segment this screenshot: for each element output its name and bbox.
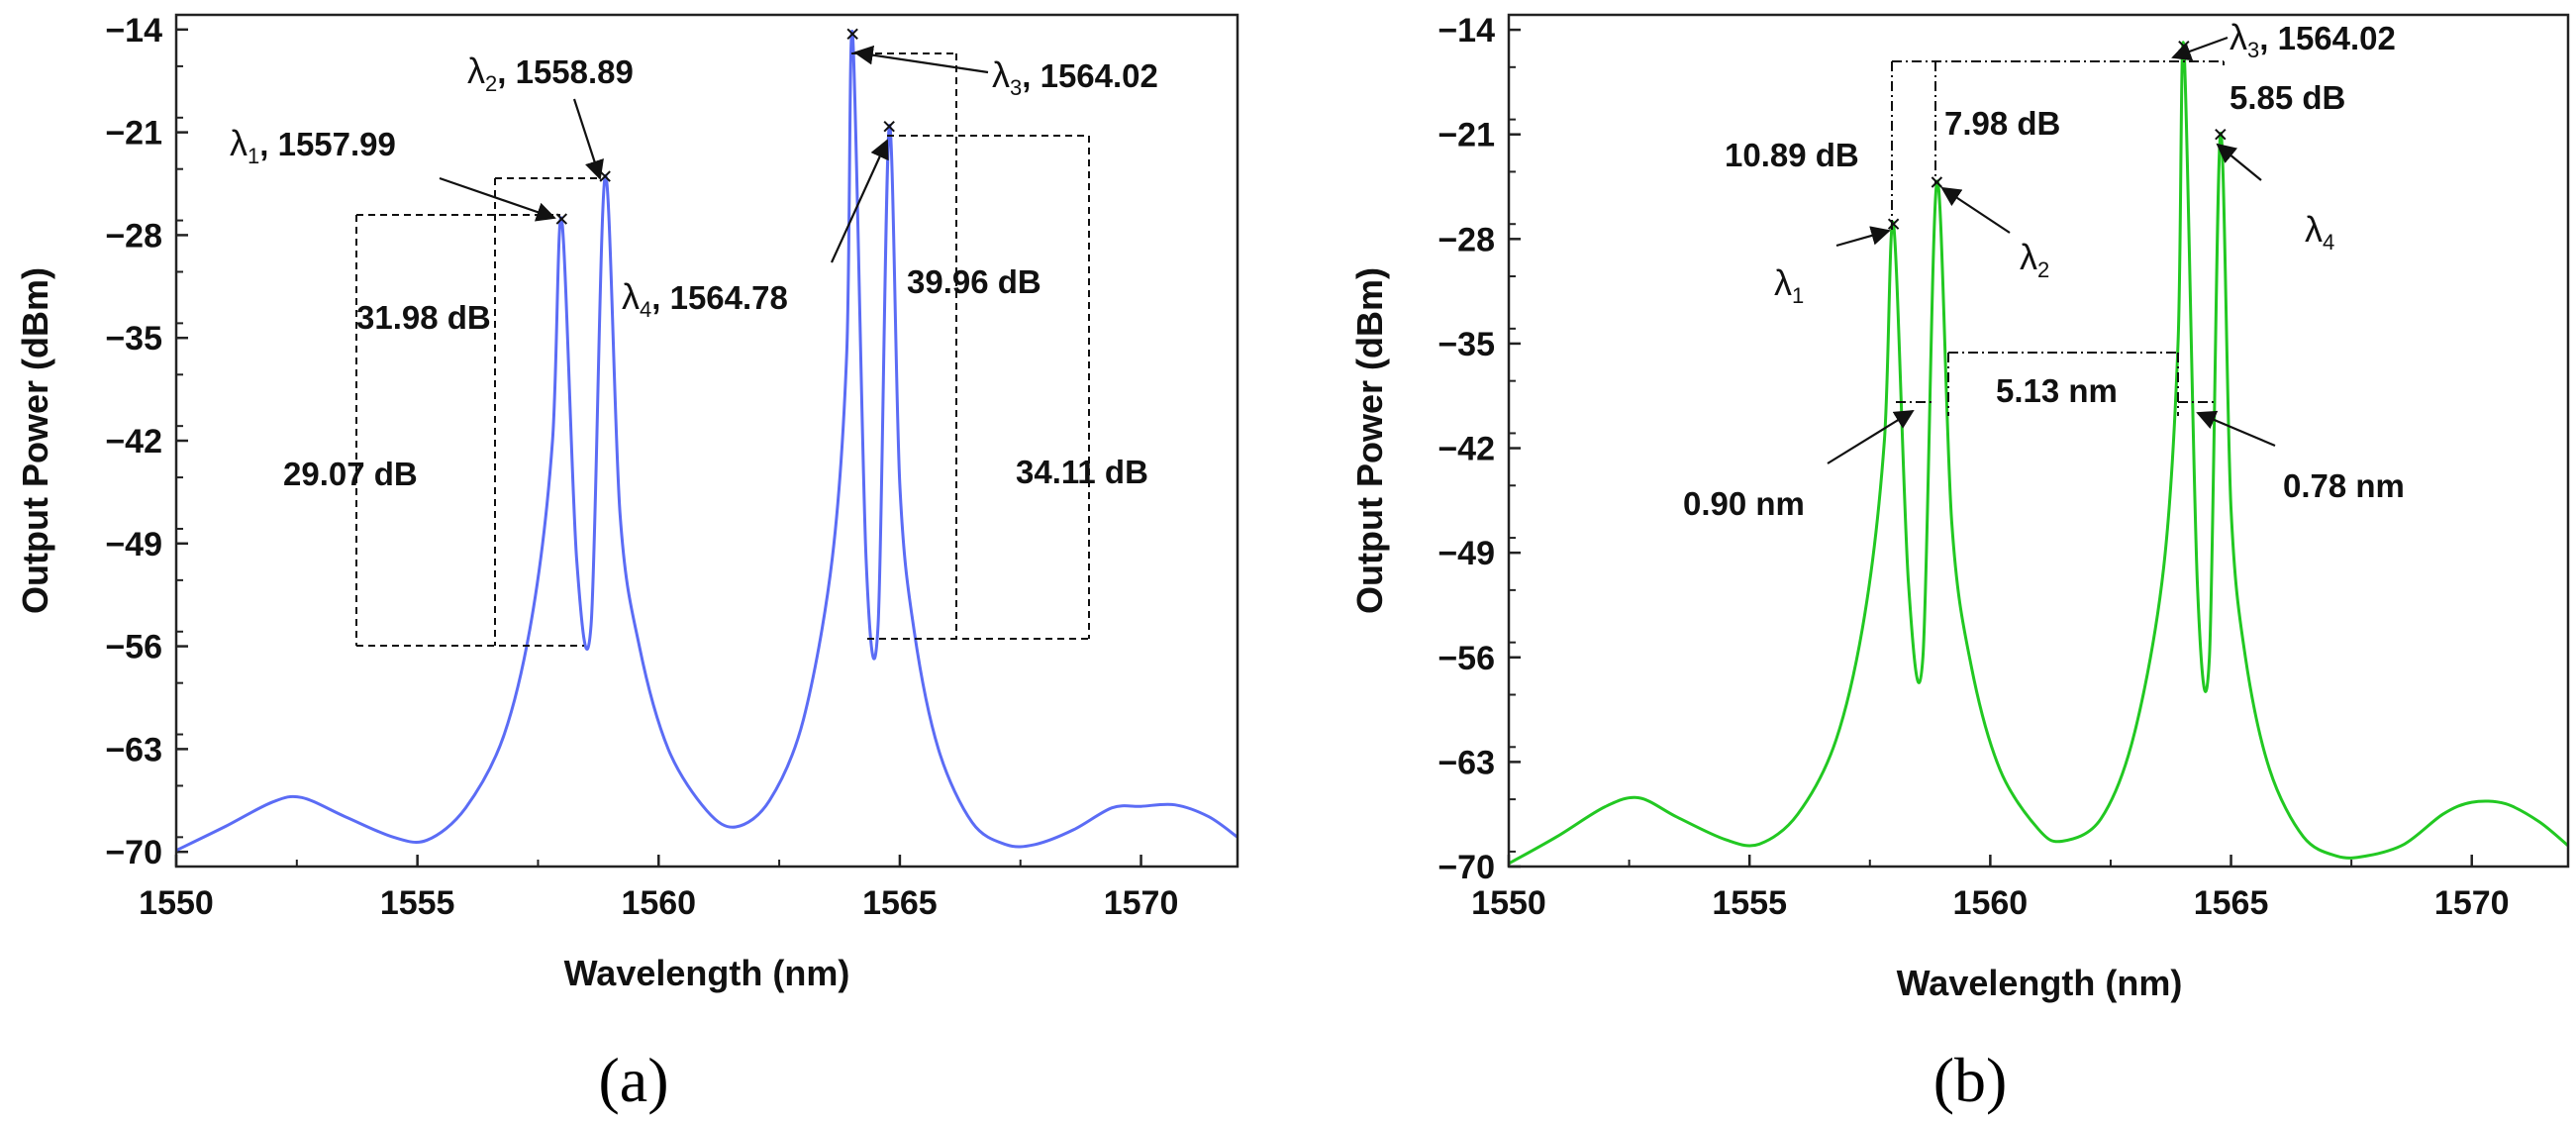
- panel-b-lambda3-label: λ3, 1564.02: [2229, 17, 2396, 62]
- panel-a-y-axis-title: Output Power (dBm): [15, 267, 55, 614]
- panel-b-db-5-label: 5.85 dB: [2229, 79, 2345, 116]
- panel-a-plot-frame: [174, 13, 1239, 869]
- panel-b-x-axis-title: Wavelength (nm): [1897, 963, 2183, 1003]
- panel-b-nm-090-label: 0.90 nm: [1683, 485, 1805, 522]
- panel-a-peak-marker: [555, 213, 568, 225]
- panel-b-label: (b): [1933, 1045, 2008, 1115]
- panel-a-lambda2-label: λ2, 1558.89: [467, 51, 634, 96]
- panel-b-db-10-label: 10.89 dB: [1725, 137, 1859, 173]
- panel-b-ticks: 1550 1555 1560 1565 1570 −70 −63 −56 −49 −42 −35 −2…: [1437, 12, 2509, 922]
- panel-b-annotation-arrows: [1827, 36, 2276, 464]
- panel-a-measurement-guides: [355, 52, 1090, 647]
- panel-a-db-29-label: 29.07 dB: [283, 456, 418, 492]
- panel-a-lambda3-label: λ3, 1564.02: [992, 54, 1158, 100]
- panel-a-peak-marker: [846, 28, 858, 40]
- panel-b-y-tick-label: −56: [1437, 640, 1495, 677]
- panel-a-y-tick-label: −42: [105, 423, 162, 461]
- panel-b-nm-078-label: 0.78 nm: [2283, 467, 2405, 504]
- panel-a-x-tick-label: 1555: [380, 884, 455, 922]
- panel-b-y-tick-label: −35: [1437, 326, 1495, 363]
- panel-a-lambda4-label: λ4, 1564.78: [622, 276, 788, 322]
- panel-b-x-tick-label: 1565: [2194, 884, 2269, 922]
- panel-b-y-tick-label: −70: [1437, 849, 1495, 886]
- panel-a-y-tick-label: −63: [105, 731, 162, 768]
- panel-a-y-tick-label: −49: [105, 526, 162, 563]
- panel-a-x-tick-label: 1570: [1104, 884, 1179, 922]
- panel-a-annotation-arrows: [439, 45, 989, 263]
- panel-a-ticks: 1550 1555 1560 1565 1570 −70 −63 −56 −49 −42 −35 −2…: [105, 12, 1178, 922]
- panel-b-nm-513-label: 5.13 nm: [1996, 372, 2118, 409]
- panel-b: 1550 1555 1560 1565 1570 −70 −63 −56 −49 −42 −35 −2…: [1349, 12, 2570, 1115]
- panel-a: 1550 1555 1560 1565 1570 −70 −63 −56 −49 −42 −35 −2…: [15, 12, 1239, 1115]
- panel-a-label: (a): [598, 1045, 668, 1115]
- panel-b-spectrum-line: [1508, 41, 2569, 866]
- panel-b-measurement-guides: [1891, 60, 2225, 416]
- panel-a-x-tick-label: 1560: [621, 884, 696, 922]
- panel-a-x-tick-label: 1550: [139, 884, 214, 922]
- panel-b-x-tick-label: 1560: [1953, 884, 2029, 922]
- panel-a-y-tick-label: −35: [105, 320, 162, 358]
- panel-a-y-tick-label: −70: [105, 834, 162, 871]
- panel-b-lambda4-label: λ4: [2305, 209, 2334, 255]
- panel-a-y-tick-label: −28: [105, 217, 162, 255]
- panel-b-peak-marker: [1931, 176, 1943, 188]
- panel-a-db-31-label: 31.98 dB: [356, 299, 491, 336]
- panel-b-x-tick-label: 1550: [1471, 884, 1546, 922]
- panel-b-x-tick-label: 1555: [1712, 884, 1787, 922]
- panel-b-lambda2-label: λ2: [2020, 237, 2049, 282]
- panel-a-x-axis-title: Wavelength (nm): [564, 953, 850, 993]
- panel-a-y-tick-label: −56: [105, 629, 162, 666]
- panel-b-y-tick-label: −42: [1437, 431, 1495, 468]
- panel-b-plot-frame: [1507, 13, 2570, 869]
- panel-a-x-tick-label: 1565: [862, 884, 938, 922]
- panel-a-spectrum-line: [175, 30, 1238, 853]
- panel-b-peak-marker: [2215, 128, 2227, 141]
- panel-b-y-tick-label: −21: [1437, 117, 1495, 154]
- panel-a-lambda1-label: λ1, 1557.99: [230, 123, 396, 168]
- panel-a-peak-marker: [883, 120, 895, 133]
- panel-b-y-axis-title: Output Power (dBm): [1349, 267, 1390, 614]
- panel-a-db-34-label: 34.11 dB: [1016, 454, 1148, 490]
- panel-b-db-7-label: 7.98 dB: [1944, 105, 2060, 142]
- panel-a-y-tick-label: −21: [105, 115, 162, 153]
- panel-b-y-tick-label: −28: [1437, 221, 1495, 258]
- panel-b-lambda1-label: λ1: [1774, 262, 1804, 308]
- panel-b-y-tick-label: −49: [1437, 535, 1495, 572]
- panel-b-y-tick-label: −63: [1437, 744, 1495, 781]
- panel-a-db-39-label: 39.96 dB: [907, 263, 1041, 300]
- panel-b-x-tick-label: 1570: [2434, 884, 2510, 922]
- panel-b-y-tick-label: −14: [1437, 12, 1495, 50]
- panel-a-y-tick-label: −14: [105, 12, 162, 50]
